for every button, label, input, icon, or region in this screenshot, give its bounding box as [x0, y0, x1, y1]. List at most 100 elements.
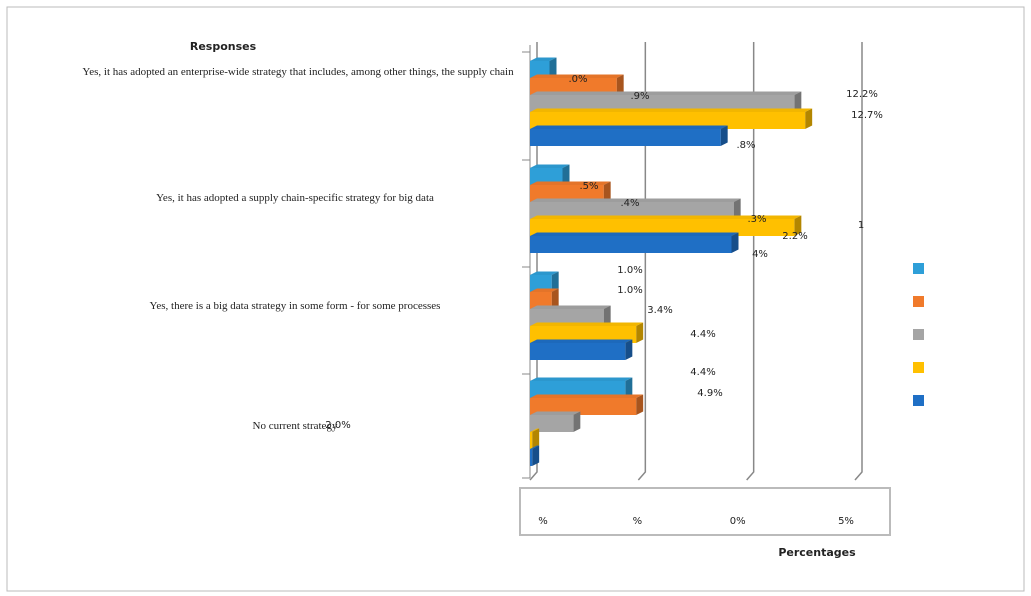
bar-face — [530, 202, 734, 219]
bar-face — [549, 57, 557, 78]
bar-face — [530, 91, 802, 95]
bar-face — [530, 61, 550, 78]
data-label: 3.4% — [647, 305, 672, 316]
bar-face — [636, 322, 644, 343]
bar-face — [530, 108, 813, 112]
data-label: 4.4% — [690, 367, 715, 378]
bar-face — [530, 377, 633, 381]
legend-swatch — [913, 296, 924, 307]
bar — [530, 74, 624, 95]
bar — [530, 57, 557, 78]
bar — [530, 108, 813, 129]
x-tick-label: 5% — [838, 516, 854, 527]
data-label: .9% — [630, 91, 649, 102]
data-label: 12.2% — [846, 89, 878, 100]
bar — [530, 125, 728, 146]
bar-face — [530, 322, 644, 326]
bar-face — [530, 394, 644, 398]
bar — [530, 164, 570, 185]
bar — [530, 181, 611, 202]
bar-face — [794, 215, 802, 236]
bar-face — [530, 219, 795, 236]
bar-face — [530, 185, 604, 202]
category-label: Yes, it has adopted a supply chain-speci… — [156, 192, 434, 204]
bar-face — [530, 288, 559, 292]
bar-face — [530, 125, 728, 129]
bar-face — [530, 112, 806, 129]
bar — [530, 288, 559, 309]
grid-line — [854, 42, 863, 481]
bar-face — [530, 164, 570, 168]
bar-face — [562, 164, 570, 185]
grid-line — [637, 42, 647, 481]
bar-face — [530, 415, 574, 432]
bar-face — [551, 288, 559, 309]
bar — [530, 339, 633, 360]
bar-face — [573, 411, 581, 432]
bar-face — [530, 168, 563, 185]
bar — [530, 428, 540, 449]
bar-face — [530, 215, 802, 219]
data-label: 4% — [752, 249, 768, 260]
category-label: Yes, there is a big data strategy in som… — [149, 300, 441, 312]
data-label: 1.0% — [617, 285, 642, 296]
data-label: .8% — [736, 140, 755, 151]
bar-face — [530, 428, 540, 432]
bar-face — [603, 305, 611, 326]
category-label: No current strategy — [252, 420, 338, 432]
legend-swatch — [913, 362, 924, 373]
bar-face — [625, 339, 633, 360]
data-label: 2.2% — [782, 231, 807, 242]
bar-face — [530, 449, 533, 466]
bar-face — [530, 78, 617, 95]
bar-face — [530, 339, 633, 343]
bar-face — [530, 326, 637, 343]
grid-line — [746, 42, 755, 481]
bar — [530, 91, 802, 112]
bar-face — [530, 271, 559, 275]
bar-face — [636, 394, 644, 415]
bar-face — [616, 74, 624, 95]
data-label: 2.0% — [325, 420, 350, 431]
bar-face — [530, 57, 557, 61]
bar — [530, 271, 559, 292]
data-label: 4.4% — [690, 329, 715, 340]
x-tick-label: 0% — [730, 516, 746, 527]
bar-face — [603, 181, 611, 202]
data-label: .3% — [747, 214, 766, 225]
bar-face — [530, 198, 741, 202]
bar — [530, 198, 741, 219]
bar-face — [625, 377, 633, 398]
data-label: 1.0% — [617, 265, 642, 276]
bar — [530, 305, 611, 326]
bar-face — [551, 271, 559, 292]
category-label: Yes, it has adopted an enterprise-wide s… — [82, 66, 514, 78]
bar-face — [805, 108, 813, 129]
bar-face — [532, 428, 540, 449]
legend-swatch — [913, 263, 924, 274]
bar-face — [530, 292, 552, 309]
data-label: .5% — [579, 181, 598, 192]
bar-face — [530, 398, 637, 415]
bar-face — [530, 381, 626, 398]
bar — [530, 232, 739, 253]
bar — [530, 377, 633, 398]
bar — [530, 394, 644, 415]
bar-face — [530, 445, 540, 449]
bar — [530, 445, 540, 466]
axis-floor — [519, 487, 891, 536]
bar-face — [720, 125, 728, 146]
bar — [530, 322, 644, 343]
bar-face — [530, 232, 739, 236]
legend-swatch — [913, 395, 924, 406]
bar-face — [530, 309, 604, 326]
bar-face — [731, 232, 739, 253]
data-label: 4.9% — [697, 388, 722, 399]
bar-face — [794, 91, 802, 112]
y-axis-title: Responses — [190, 40, 257, 53]
x-tick-label: % — [538, 516, 548, 527]
bar-face — [530, 305, 611, 309]
bar — [530, 411, 581, 432]
